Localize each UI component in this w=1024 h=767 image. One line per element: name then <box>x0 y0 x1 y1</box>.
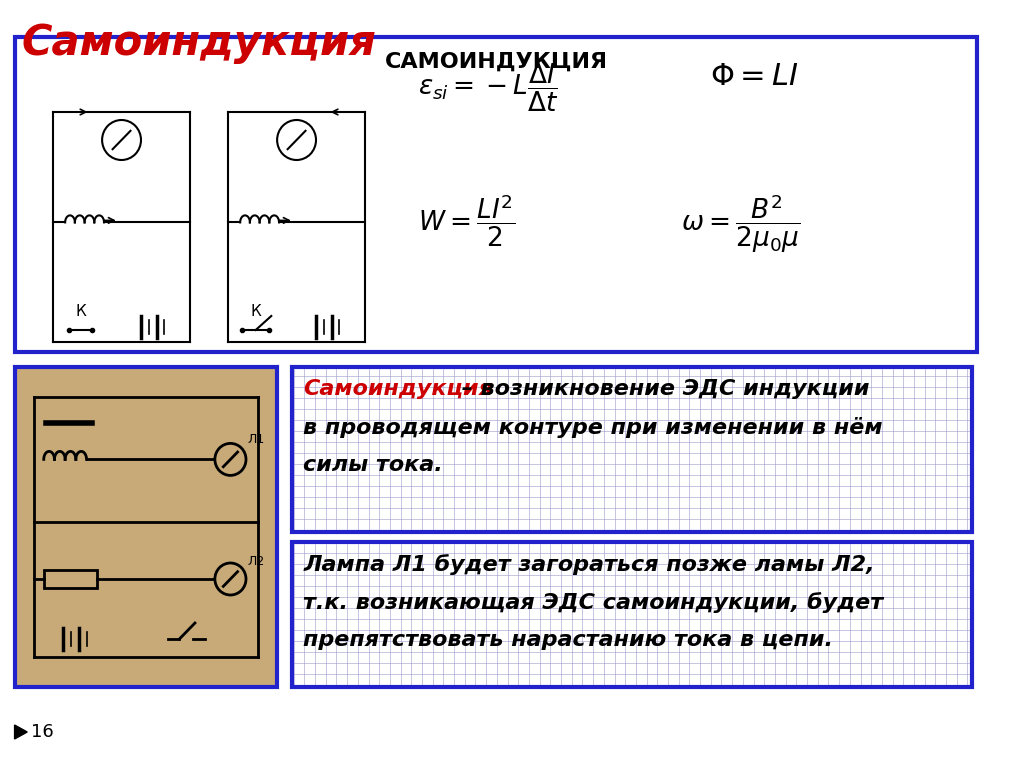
Text: силы тока.: силы тока. <box>303 455 443 475</box>
Text: К: К <box>76 304 86 320</box>
Polygon shape <box>14 725 28 739</box>
Circle shape <box>215 563 246 595</box>
Circle shape <box>278 120 316 160</box>
Text: САМОИНДУКЦИЯ: САМОИНДУКЦИЯ <box>384 52 607 72</box>
Circle shape <box>215 443 246 476</box>
Text: 16: 16 <box>31 723 54 741</box>
Text: Самоиндукция: Самоиндукция <box>22 22 376 64</box>
Text: Самоиндукция: Самоиндукция <box>303 379 494 399</box>
Text: $\omega=\dfrac{B^2}{2\mu_0\mu}$: $\omega=\dfrac{B^2}{2\mu_0\mu}$ <box>681 192 800 255</box>
Bar <box>14 37 977 352</box>
Text: К: К <box>250 304 261 320</box>
Text: $\varepsilon_{si}=-L\dfrac{\Delta I}{\Delta t}$: $\varepsilon_{si}=-L\dfrac{\Delta I}{\De… <box>418 62 558 114</box>
Text: в проводящем контуре при изменении в нём: в проводящем контуре при изменении в нём <box>303 417 883 438</box>
Text: Л2: Л2 <box>248 555 265 568</box>
Text: – возникновение ЭДС индукции: – возникновение ЭДС индукции <box>454 379 869 399</box>
Bar <box>292 367 973 532</box>
Bar <box>44 570 97 588</box>
Text: $W=\dfrac{LI^2}{2}$: $W=\dfrac{LI^2}{2}$ <box>418 192 515 249</box>
Bar <box>14 367 278 687</box>
Text: т.к. возникающая ЭДС самоиндукции, будет: т.к. возникающая ЭДС самоиндукции, будет <box>303 592 884 613</box>
Text: $\Phi = LI$: $\Phi = LI$ <box>710 62 799 91</box>
Text: препятствовать нарастанию тока в цепи.: препятствовать нарастанию тока в цепи. <box>303 630 834 650</box>
Text: Лампа Л1 будет загораться позже ламы Л2,: Лампа Л1 будет загораться позже ламы Л2, <box>303 554 874 575</box>
Bar <box>292 542 973 687</box>
Circle shape <box>102 120 141 160</box>
Text: Л1: Л1 <box>248 433 265 446</box>
